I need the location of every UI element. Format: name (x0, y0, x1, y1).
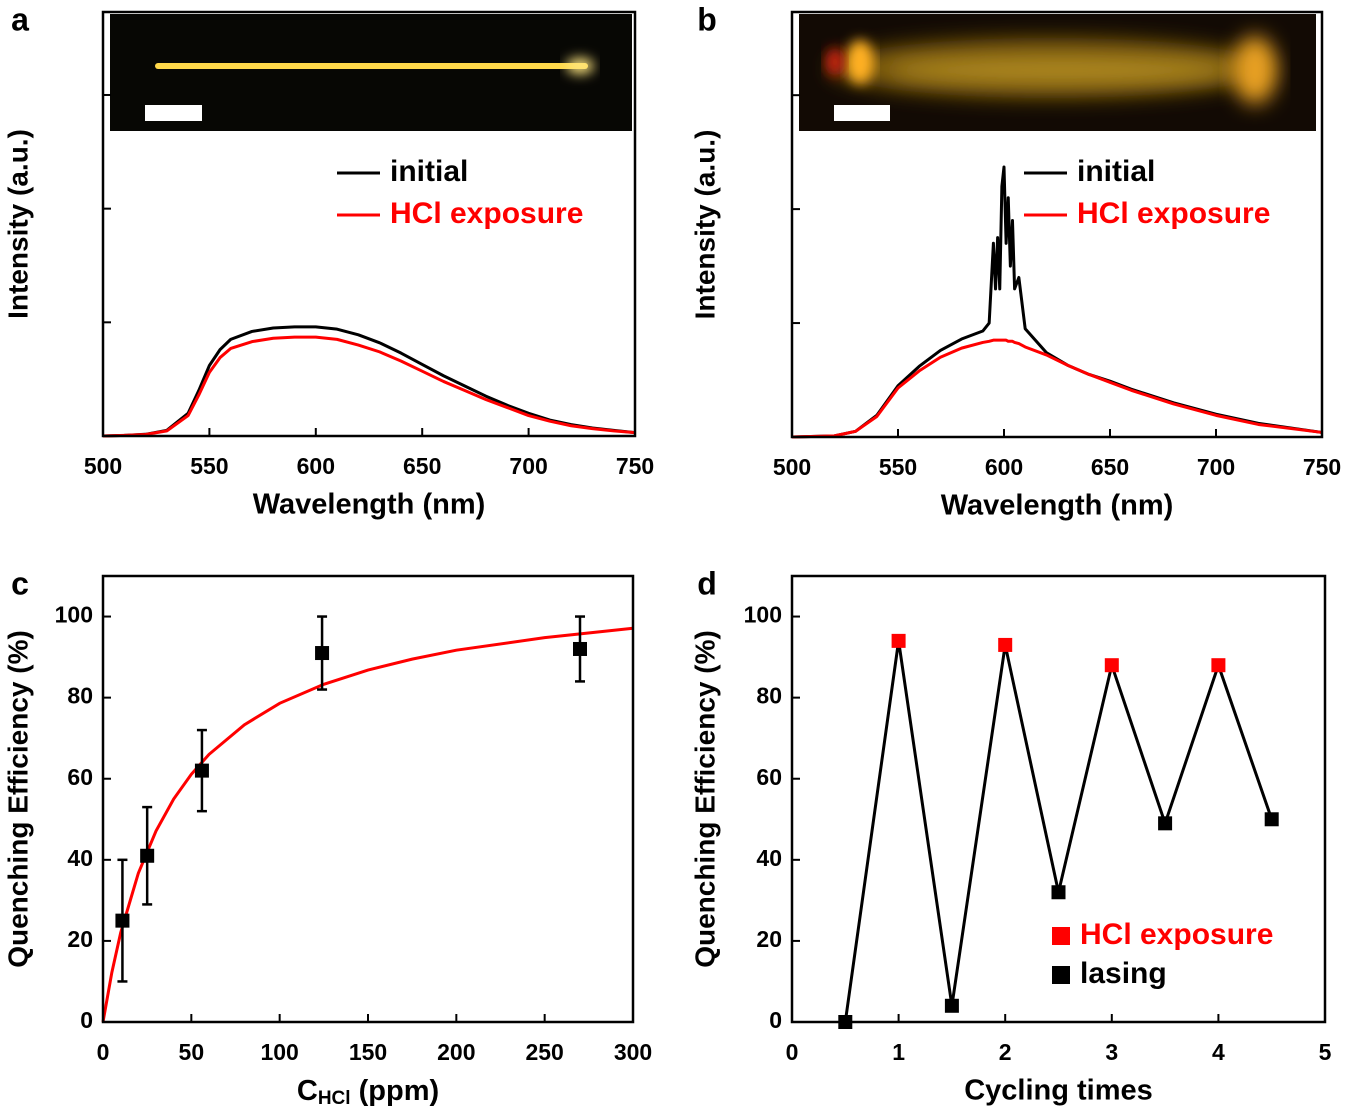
marker (1104, 658, 1119, 673)
x-tick-label: 700 (1197, 454, 1235, 480)
marker (944, 998, 959, 1013)
plot-frame (101, 574, 635, 1024)
inset-image-a (110, 14, 632, 131)
marker (1051, 885, 1066, 900)
x-tick-label: 4 (1212, 1039, 1225, 1065)
x-tick-label: 250 (525, 1039, 563, 1065)
x-axis-label: Wavelength (nm) (253, 489, 486, 521)
x-tick-label: 2 (999, 1039, 1012, 1065)
x-tick-label: 600 (297, 453, 335, 479)
x-tick-label: 500 (773, 454, 811, 480)
x-tick-label: 200 (437, 1039, 475, 1065)
x-tick-label: 500 (84, 453, 122, 479)
legend-label: initial (390, 155, 468, 188)
legend-swatch (1052, 927, 1070, 945)
spectrum-line (102, 335, 636, 438)
x-axis-label: Wavelength (nm) (941, 490, 1174, 522)
marker (1211, 658, 1226, 673)
marker (1158, 816, 1173, 831)
legend-label: HCl exposure (390, 197, 583, 230)
marker (573, 641, 587, 656)
y-tick-label: 100 (55, 602, 93, 628)
y-tick-label: 40 (67, 845, 93, 871)
x-tick-label: 550 (190, 453, 228, 479)
marker (194, 763, 209, 778)
x-axis-label-unit: (ppm) (351, 1075, 440, 1106)
y-axis-label: Quenching Efficiency (%) (689, 630, 720, 968)
x-tick-label: 1 (892, 1039, 905, 1065)
y-tick-label: 20 (756, 926, 782, 952)
marker (998, 637, 1013, 652)
x-tick-label: 50 (179, 1039, 205, 1065)
x-tick-label: 0 (786, 1039, 799, 1065)
x-tick-label: 600 (985, 454, 1023, 480)
panel-label: b (697, 1, 717, 37)
y-tick-label: 100 (744, 602, 782, 628)
x-tick-label: 300 (614, 1039, 652, 1065)
marker (1264, 812, 1279, 827)
y-tick-label: 20 (67, 926, 93, 952)
y-tick-label: 0 (769, 1007, 782, 1033)
x-tick-label: 750 (1303, 454, 1341, 480)
x-axis-label-main: C (297, 1075, 318, 1106)
panel-label: d (697, 565, 717, 601)
x-tick-label: 100 (260, 1039, 298, 1065)
spectrum-line (102, 325, 636, 438)
panel-label: c (11, 565, 29, 601)
y-tick-label: 60 (756, 764, 782, 790)
legend-label: initial (1077, 155, 1155, 188)
legend-label: HCl exposure (1077, 197, 1270, 230)
y-axis-label: Intensity (a.u.) (689, 130, 720, 320)
y-axis-label: Intensity (a.u.) (2, 129, 33, 319)
x-axis-label: Cycling times (964, 1075, 1153, 1106)
fit-line (101, 626, 634, 1023)
x-tick-label: 750 (616, 453, 654, 479)
cycle-line (843, 640, 1274, 1023)
y-axis-label: Quenching Efficiency (%) (2, 630, 33, 968)
marker (315, 646, 330, 661)
inset-image-b (799, 14, 1316, 131)
x-tick-label: 700 (509, 453, 547, 479)
x-axis-label-sub: HCl (318, 1088, 351, 1106)
x-tick-label: 0 (97, 1039, 110, 1065)
y-tick-label: 40 (756, 845, 782, 871)
x-tick-label: 3 (1105, 1039, 1118, 1065)
y-tick-label: 80 (756, 683, 782, 709)
marker (140, 848, 155, 863)
x-tick-label: 550 (879, 454, 917, 480)
legend-swatch (1052, 966, 1070, 984)
plot-frame (790, 574, 1327, 1024)
x-tick-label: 650 (1091, 454, 1129, 480)
plot-frame (101, 10, 637, 438)
legend-label: HCl exposure (1080, 918, 1273, 951)
marker (891, 633, 906, 648)
x-tick-label: 150 (349, 1039, 387, 1065)
y-tick-label: 80 (67, 683, 93, 709)
spectrum-line (791, 338, 1323, 439)
plot-frame (790, 10, 1324, 439)
panel-label: a (11, 1, 29, 37)
x-tick-label: 650 (403, 453, 441, 479)
y-tick-label: 0 (80, 1007, 93, 1033)
x-axis-label: CHCl (ppm) (297, 1075, 439, 1106)
x-tick-label: 5 (1319, 1039, 1332, 1065)
marker (115, 913, 130, 928)
y-tick-label: 60 (67, 764, 93, 790)
legend-label: lasing (1080, 957, 1167, 990)
